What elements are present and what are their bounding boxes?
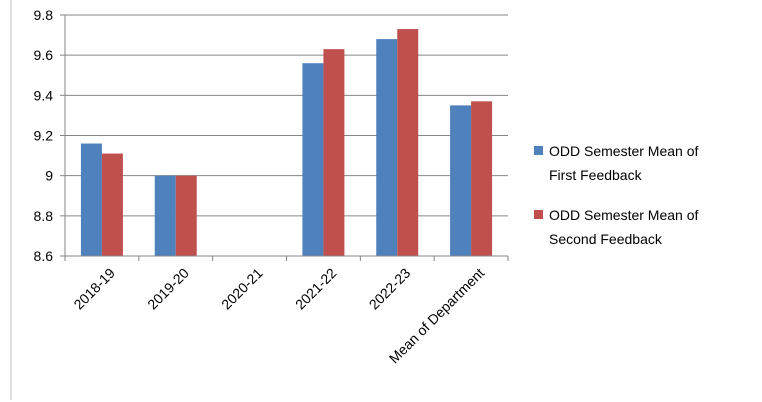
x-tick-label: 2021-22 <box>292 265 340 313</box>
y-tick-label: 9.8 <box>34 7 54 23</box>
bar-series-1 <box>154 175 176 256</box>
bar-series-1 <box>450 105 472 256</box>
x-tick-label: 2020-21 <box>218 265 266 313</box>
x-tick-label: 2018-19 <box>70 265 118 313</box>
y-axis-tick-labels: 8.6 8.8 9 9.2 9.4 9.6 9.8 <box>34 7 54 264</box>
legend-label-series-2: ODD Semester Mean of Second Feedback <box>549 207 698 247</box>
x-tick-label: 2019-20 <box>144 265 192 313</box>
bar-series-2 <box>323 49 345 257</box>
legend: ODD Semester Mean of First Feedback ODD Se… <box>534 143 698 247</box>
y-tick-label: 9.6 <box>34 47 54 63</box>
legend-swatch-series-1 <box>534 146 543 155</box>
bar-series-2 <box>101 153 123 256</box>
legend-swatch-series-2 <box>534 210 543 219</box>
legend-label-series-1: ODD Semester Mean of First Feedback <box>549 143 698 183</box>
y-tick-label: 9.4 <box>34 87 54 103</box>
axes <box>60 14 509 261</box>
x-axis-tick-labels: 2018-19 2019-20 2020-21 2021-22 2022-23Mean … <box>70 265 487 367</box>
bars <box>80 29 493 257</box>
bar-series-2 <box>471 101 493 256</box>
bar-series-2 <box>175 175 197 256</box>
bar-series-1 <box>80 143 102 256</box>
y-tick-label: 9 <box>45 168 53 184</box>
bar-series-1 <box>376 39 398 256</box>
y-tick-label: 9.2 <box>34 128 54 144</box>
bar-series-2 <box>397 29 419 256</box>
bar-series-1 <box>302 63 324 257</box>
x-tick-label: 2022-23 <box>366 265 414 313</box>
y-tick-label: 8.6 <box>34 248 54 264</box>
gridlines <box>65 14 508 257</box>
y-tick-label: 8.8 <box>34 208 54 224</box>
